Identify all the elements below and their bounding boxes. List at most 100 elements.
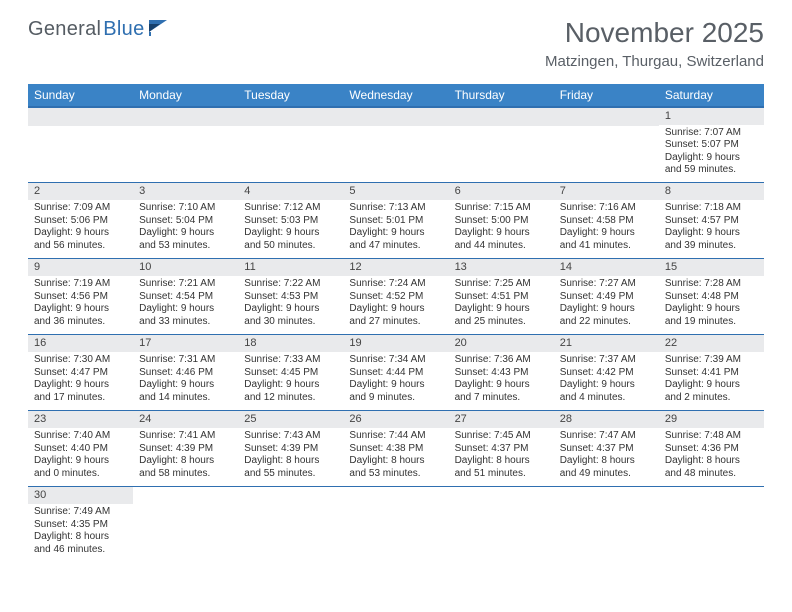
day-number: 10: [133, 259, 238, 276]
day-number-bar: [238, 108, 343, 126]
day-number: 17: [133, 335, 238, 352]
day-cell: 22Sunrise: 7:39 AMSunset: 4:41 PMDayligh…: [659, 335, 764, 411]
day-cell: 17Sunrise: 7:31 AMSunset: 4:46 PMDayligh…: [133, 335, 238, 411]
week-row: 23Sunrise: 7:40 AMSunset: 4:40 PMDayligh…: [28, 411, 764, 487]
day-cell: 1Sunrise: 7:07 AMSunset: 5:07 PMDaylight…: [659, 107, 764, 183]
day-cell: 23Sunrise: 7:40 AMSunset: 4:40 PMDayligh…: [28, 411, 133, 487]
day-details: Sunrise: 7:15 AMSunset: 5:00 PMDaylight:…: [449, 200, 554, 256]
day-number: 25: [238, 411, 343, 428]
day-details: Sunrise: 7:27 AMSunset: 4:49 PMDaylight:…: [554, 276, 659, 332]
empty-cell: [133, 487, 238, 563]
day-number: 21: [554, 335, 659, 352]
brand-logo: GeneralBlue: [28, 18, 173, 41]
location-subtitle: Matzingen, Thurgau, Switzerland: [545, 53, 764, 70]
day-number: 22: [659, 335, 764, 352]
empty-cell: [343, 487, 448, 563]
day-number-bar: [449, 108, 554, 126]
day-number: 1: [659, 108, 764, 125]
day-details: Sunrise: 7:09 AMSunset: 5:06 PMDaylight:…: [28, 200, 133, 256]
day-cell: 10Sunrise: 7:21 AMSunset: 4:54 PMDayligh…: [133, 259, 238, 335]
day-number: 8: [659, 183, 764, 200]
day-cell: 24Sunrise: 7:41 AMSunset: 4:39 PMDayligh…: [133, 411, 238, 487]
day-number: 12: [343, 259, 448, 276]
day-cell: 21Sunrise: 7:37 AMSunset: 4:42 PMDayligh…: [554, 335, 659, 411]
week-row: 2Sunrise: 7:09 AMSunset: 5:06 PMDaylight…: [28, 183, 764, 259]
day-cell: 29Sunrise: 7:48 AMSunset: 4:36 PMDayligh…: [659, 411, 764, 487]
day-details: Sunrise: 7:28 AMSunset: 4:48 PMDaylight:…: [659, 276, 764, 332]
day-header: Wednesday: [343, 84, 448, 107]
day-number: 27: [449, 411, 554, 428]
day-details: Sunrise: 7:13 AMSunset: 5:01 PMDaylight:…: [343, 200, 448, 256]
day-details: Sunrise: 7:43 AMSunset: 4:39 PMDaylight:…: [238, 428, 343, 484]
day-details: Sunrise: 7:47 AMSunset: 4:37 PMDaylight:…: [554, 428, 659, 484]
day-cell: 28Sunrise: 7:47 AMSunset: 4:37 PMDayligh…: [554, 411, 659, 487]
title-block: November 2025 Matzingen, Thurgau, Switze…: [545, 18, 764, 70]
day-cell: 13Sunrise: 7:25 AMSunset: 4:51 PMDayligh…: [449, 259, 554, 335]
day-details: Sunrise: 7:10 AMSunset: 5:04 PMDaylight:…: [133, 200, 238, 256]
empty-cell: [238, 487, 343, 563]
day-cell: 20Sunrise: 7:36 AMSunset: 4:43 PMDayligh…: [449, 335, 554, 411]
day-details: Sunrise: 7:24 AMSunset: 4:52 PMDaylight:…: [343, 276, 448, 332]
brand-word-1: General: [28, 18, 101, 41]
day-number: 26: [343, 411, 448, 428]
week-row: 16Sunrise: 7:30 AMSunset: 4:47 PMDayligh…: [28, 335, 764, 411]
day-cell: 12Sunrise: 7:24 AMSunset: 4:52 PMDayligh…: [343, 259, 448, 335]
day-header-row: SundayMondayTuesdayWednesdayThursdayFrid…: [28, 84, 764, 107]
day-number-bar: [133, 108, 238, 126]
empty-cell: [28, 107, 133, 183]
day-cell: 30Sunrise: 7:49 AMSunset: 4:35 PMDayligh…: [28, 487, 133, 563]
empty-cell: [659, 487, 764, 563]
day-number: 14: [554, 259, 659, 276]
day-details: Sunrise: 7:25 AMSunset: 4:51 PMDaylight:…: [449, 276, 554, 332]
day-cell: 3Sunrise: 7:10 AMSunset: 5:04 PMDaylight…: [133, 183, 238, 259]
day-cell: 8Sunrise: 7:18 AMSunset: 4:57 PMDaylight…: [659, 183, 764, 259]
day-number-bar: [28, 108, 133, 126]
day-cell: 5Sunrise: 7:13 AMSunset: 5:01 PMDaylight…: [343, 183, 448, 259]
day-number: 9: [28, 259, 133, 276]
day-number: 28: [554, 411, 659, 428]
day-details: Sunrise: 7:36 AMSunset: 4:43 PMDaylight:…: [449, 352, 554, 408]
day-details: Sunrise: 7:44 AMSunset: 4:38 PMDaylight:…: [343, 428, 448, 484]
day-details: Sunrise: 7:40 AMSunset: 4:40 PMDaylight:…: [28, 428, 133, 484]
day-details: Sunrise: 7:16 AMSunset: 4:58 PMDaylight:…: [554, 200, 659, 256]
day-cell: 7Sunrise: 7:16 AMSunset: 4:58 PMDaylight…: [554, 183, 659, 259]
week-row: 9Sunrise: 7:19 AMSunset: 4:56 PMDaylight…: [28, 259, 764, 335]
day-header: Sunday: [28, 84, 133, 107]
day-number: 19: [343, 335, 448, 352]
day-number: 2: [28, 183, 133, 200]
day-details: Sunrise: 7:22 AMSunset: 4:53 PMDaylight:…: [238, 276, 343, 332]
day-cell: 6Sunrise: 7:15 AMSunset: 5:00 PMDaylight…: [449, 183, 554, 259]
day-number: 29: [659, 411, 764, 428]
day-header: Tuesday: [238, 84, 343, 107]
day-details: Sunrise: 7:07 AMSunset: 5:07 PMDaylight:…: [659, 125, 764, 181]
day-details: Sunrise: 7:31 AMSunset: 4:46 PMDaylight:…: [133, 352, 238, 408]
day-cell: 18Sunrise: 7:33 AMSunset: 4:45 PMDayligh…: [238, 335, 343, 411]
day-details: Sunrise: 7:37 AMSunset: 4:42 PMDaylight:…: [554, 352, 659, 408]
empty-cell: [554, 487, 659, 563]
month-title: November 2025: [545, 18, 764, 49]
empty-cell: [449, 487, 554, 563]
day-cell: 14Sunrise: 7:27 AMSunset: 4:49 PMDayligh…: [554, 259, 659, 335]
calendar-table: SundayMondayTuesdayWednesdayThursdayFrid…: [28, 84, 764, 563]
day-number: 18: [238, 335, 343, 352]
day-number: 13: [449, 259, 554, 276]
day-details: Sunrise: 7:33 AMSunset: 4:45 PMDaylight:…: [238, 352, 343, 408]
day-number: 6: [449, 183, 554, 200]
brand-word-2: Blue: [103, 18, 144, 41]
day-number: 3: [133, 183, 238, 200]
week-row: 30Sunrise: 7:49 AMSunset: 4:35 PMDayligh…: [28, 487, 764, 563]
day-cell: 19Sunrise: 7:34 AMSunset: 4:44 PMDayligh…: [343, 335, 448, 411]
day-cell: 26Sunrise: 7:44 AMSunset: 4:38 PMDayligh…: [343, 411, 448, 487]
day-details: Sunrise: 7:34 AMSunset: 4:44 PMDaylight:…: [343, 352, 448, 408]
day-header: Monday: [133, 84, 238, 107]
day-details: Sunrise: 7:41 AMSunset: 4:39 PMDaylight:…: [133, 428, 238, 484]
day-details: Sunrise: 7:49 AMSunset: 4:35 PMDaylight:…: [28, 504, 133, 560]
day-header: Friday: [554, 84, 659, 107]
day-cell: 4Sunrise: 7:12 AMSunset: 5:03 PMDaylight…: [238, 183, 343, 259]
day-number-bar: [343, 108, 448, 126]
empty-cell: [449, 107, 554, 183]
day-details: Sunrise: 7:45 AMSunset: 4:37 PMDaylight:…: [449, 428, 554, 484]
empty-cell: [343, 107, 448, 183]
empty-cell: [238, 107, 343, 183]
day-number: 11: [238, 259, 343, 276]
